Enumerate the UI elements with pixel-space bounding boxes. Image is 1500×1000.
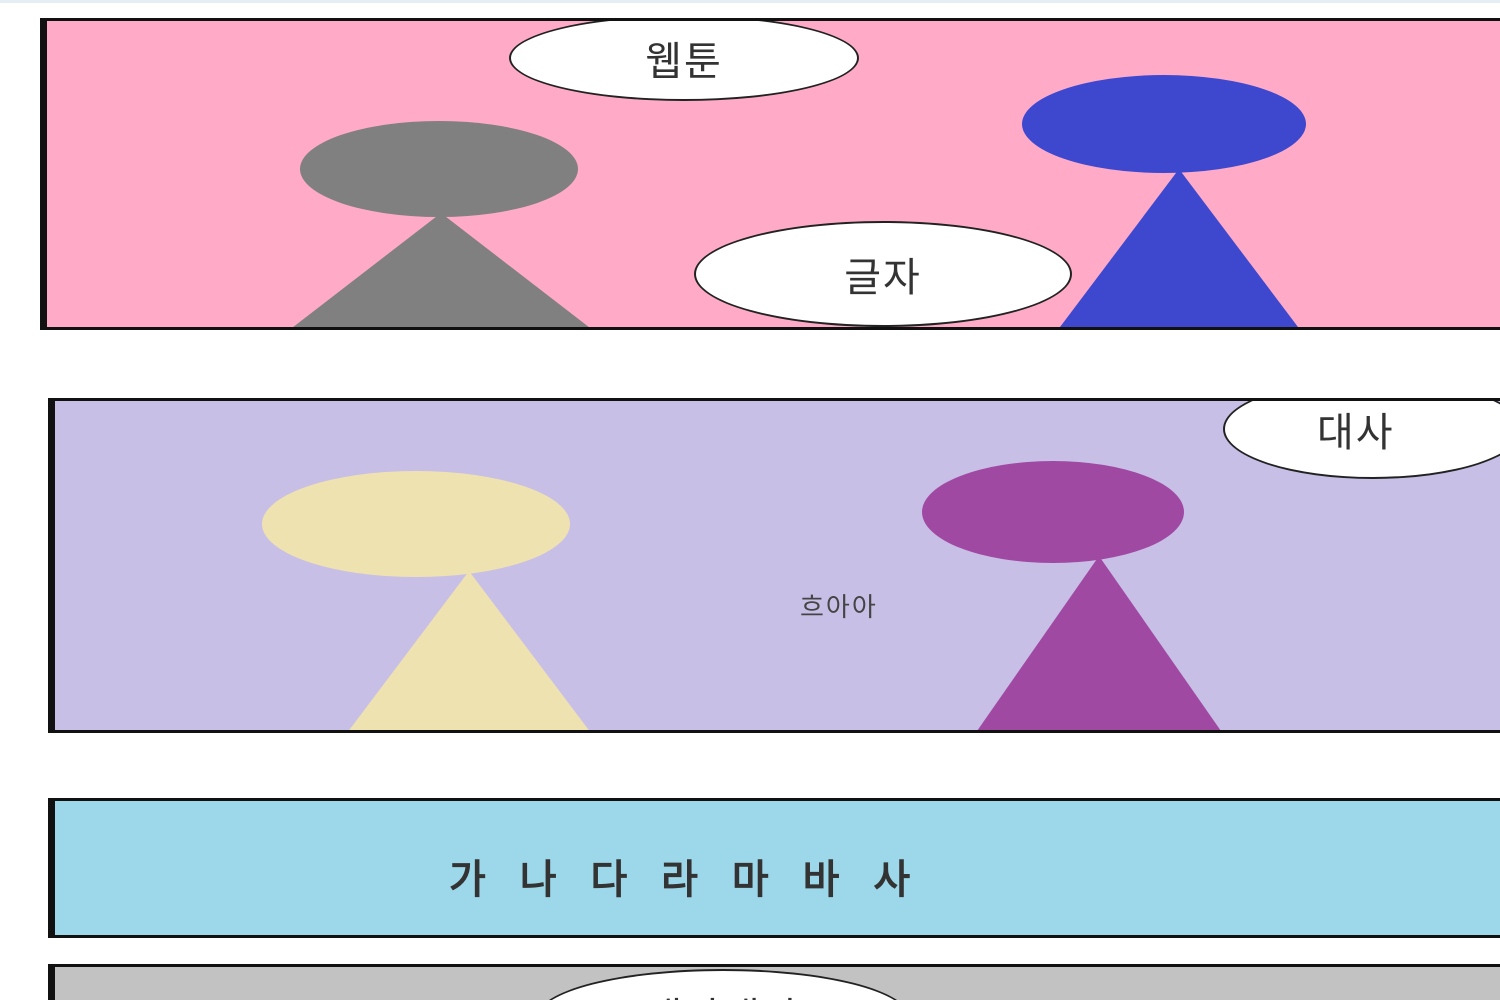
gray-character-body xyxy=(288,213,594,327)
comic-panel-2: 흐아아 대사 xyxy=(48,398,1500,733)
gray-character-head xyxy=(300,121,578,217)
comic-panel-3: 가 나 다 라 마 바 사 xyxy=(48,798,1500,938)
purple-character-body xyxy=(977,556,1221,730)
speech-bubble-text: 글자 xyxy=(694,221,1072,327)
speech-bubble-webtoon: 웹툰 xyxy=(509,21,859,101)
comic-panel-1: 웹툰 글자 xyxy=(40,18,1500,330)
comic-panel-4: 대사대사 xyxy=(48,964,1500,1000)
narration-text: 가 나 다 라 마 바 사 xyxy=(449,857,921,903)
speech-bubble-dialogue-repeat: 대사대사 xyxy=(537,969,909,1000)
purple-character-head xyxy=(922,461,1184,563)
yellow-character-head xyxy=(262,471,570,577)
blue-character-body xyxy=(1057,169,1301,327)
yellow-character-body xyxy=(347,571,591,730)
sound-effect-caption: 흐아아 xyxy=(800,593,878,623)
blue-character-head xyxy=(1022,75,1306,173)
top-divider xyxy=(0,0,1500,3)
speech-bubble-dialogue: 대사 xyxy=(1223,401,1500,479)
